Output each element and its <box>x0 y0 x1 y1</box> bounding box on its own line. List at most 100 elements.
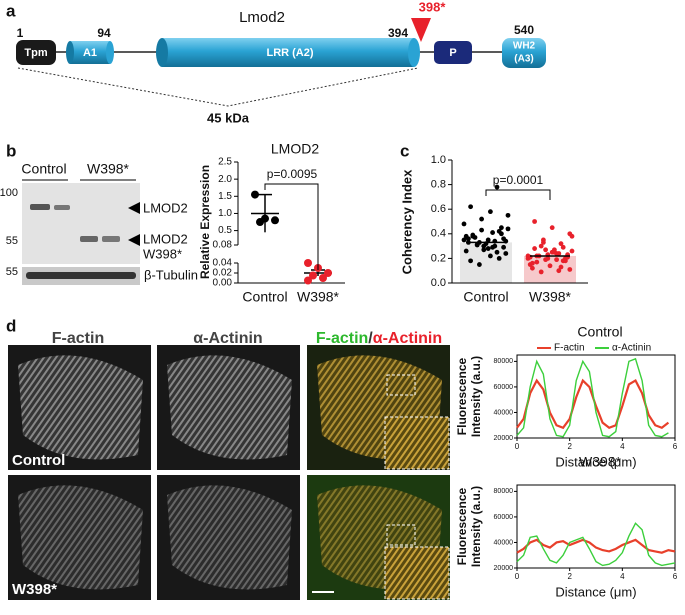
panel-label: c <box>400 141 409 160</box>
series-line <box>516 357 669 438</box>
data-point <box>468 204 473 210</box>
y-tick-label: 0.02 <box>213 268 233 279</box>
data-point <box>474 242 480 248</box>
y-tick-label: 1.0 <box>431 154 446 166</box>
data-point <box>505 212 511 218</box>
data-point <box>534 259 540 265</box>
data-point <box>494 249 500 255</box>
loading-label: β-Tubulin <box>144 267 198 282</box>
plot-frame <box>516 484 676 569</box>
domain-label: WH2 <box>513 41 536 52</box>
series-line <box>516 522 676 567</box>
column-header: F-actin/α-Actinin <box>316 330 442 347</box>
data-point <box>470 233 476 239</box>
data-point <box>256 218 264 227</box>
data-point <box>466 236 471 242</box>
data-point <box>538 243 544 249</box>
data-point <box>541 240 546 245</box>
data-point <box>563 258 568 264</box>
chart-title: Control <box>577 324 622 340</box>
data-point <box>530 260 535 266</box>
y-tick-label: 0.2 <box>431 252 446 264</box>
merge-part: F-actin <box>316 330 368 347</box>
data-point <box>569 233 575 239</box>
data-point <box>499 231 504 237</box>
mutation-label: 398* <box>419 0 447 14</box>
data-point <box>558 264 564 270</box>
mw-marker: 100 <box>0 187 18 199</box>
y-tick-label: 40000 <box>494 539 514 546</box>
x-tick-label: 0 <box>515 442 520 451</box>
series-line <box>516 538 676 554</box>
y-tick-label: 20000 <box>494 435 514 442</box>
domain-label: (A3) <box>514 54 533 65</box>
data-point <box>304 259 312 267</box>
y-tick-label: 80000 <box>494 488 514 495</box>
data-point <box>477 262 482 267</box>
cell <box>18 355 143 460</box>
band-label: LMOD2 <box>143 200 188 215</box>
data-point <box>499 225 504 231</box>
y-label: Coherency Index <box>399 169 414 275</box>
sig-bracket <box>485 189 551 200</box>
data-point <box>494 184 500 190</box>
protein-title: Lmod2 <box>239 9 285 26</box>
data-point <box>481 243 487 249</box>
data-point <box>532 219 537 224</box>
y-tick-label: 0.04 <box>213 258 233 269</box>
data-point <box>558 241 564 247</box>
domain-label: Tpm <box>24 47 47 59</box>
data-point <box>251 190 259 199</box>
y-tick-label: 0.08 <box>213 240 233 251</box>
data-point <box>560 244 566 250</box>
data-point <box>461 221 467 227</box>
x-label: Distance (μm) <box>555 454 636 469</box>
x-tick-label: 4 <box>620 572 625 581</box>
domain-a1-end <box>106 41 114 64</box>
legend-label: α-Actinin <box>612 343 651 354</box>
data-point <box>309 271 317 280</box>
position: 394 <box>388 26 408 40</box>
data-point <box>490 244 495 250</box>
y-tick-label: 0.4 <box>431 228 446 240</box>
data-point <box>479 227 484 233</box>
x-tick-label: 6 <box>673 572 678 581</box>
x-tick-label: 2 <box>567 572 572 581</box>
band <box>54 205 70 210</box>
data-point <box>505 226 511 232</box>
data-point <box>538 269 544 275</box>
y-tick-label: 1.5 <box>218 191 232 202</box>
x-tick-label: Control <box>242 289 287 305</box>
row-label: Control <box>12 452 65 469</box>
y-label: Relative Expression <box>198 165 212 279</box>
y-tick-label: 2.5 <box>218 157 232 168</box>
data-point <box>485 246 491 251</box>
domain-label: LRR (A2) <box>266 47 313 59</box>
annotation: p=0.0001 <box>493 173 544 187</box>
y-tick-label: 0.5 <box>218 225 232 236</box>
domain-lrr-end <box>408 38 420 67</box>
y-tick-label: 0.6 <box>431 203 446 215</box>
panel-label: a <box>6 1 16 20</box>
data-point <box>488 253 493 259</box>
series-line <box>516 378 670 430</box>
data-point <box>532 246 537 251</box>
panel-label: d <box>6 316 16 335</box>
x-tick-label: W398* <box>297 289 340 305</box>
data-point <box>556 268 562 274</box>
data-point <box>496 256 502 261</box>
y-tick-label: 0.0 <box>431 277 446 289</box>
position: 1 <box>17 26 24 40</box>
domain-lrr-end <box>156 38 168 67</box>
data-point <box>552 249 557 255</box>
data-point <box>530 265 535 271</box>
data-point <box>271 216 279 225</box>
inset <box>384 416 450 470</box>
arrow <box>128 202 140 214</box>
column-header: F-actin <box>52 330 104 347</box>
y-label: Fluorescence <box>455 357 469 435</box>
y-tick-label: 2.0 <box>218 174 232 185</box>
inset-box <box>386 524 416 546</box>
band <box>26 272 136 279</box>
